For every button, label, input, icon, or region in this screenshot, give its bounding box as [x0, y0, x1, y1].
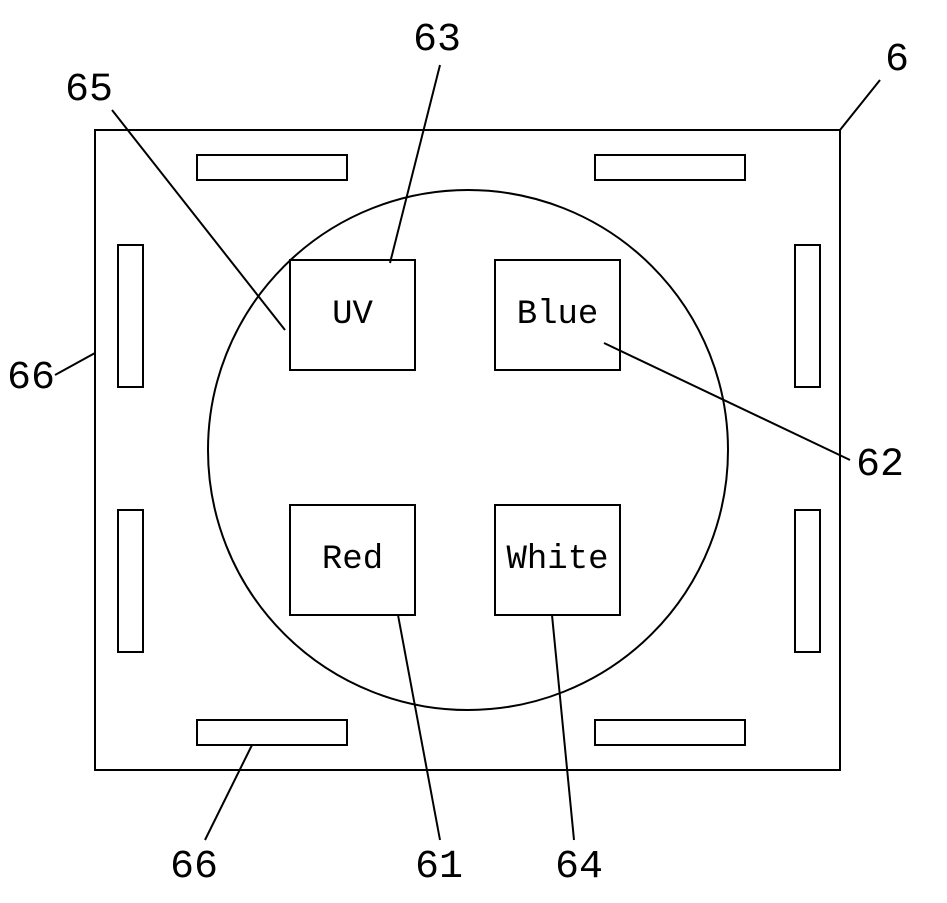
callout-label-66: 66 — [170, 845, 218, 890]
perimeter-slot — [595, 720, 745, 745]
perimeter-slot — [197, 720, 347, 745]
chip-white-label: White — [506, 541, 608, 579]
chip-blue-label: Blue — [517, 296, 599, 334]
lens-circle — [208, 190, 728, 710]
perimeter-slot — [795, 245, 820, 387]
callout-label-64: 64 — [555, 845, 603, 890]
perimeter-slot — [795, 510, 820, 652]
perimeter-slot — [197, 155, 347, 180]
chip-uv-label: UV — [332, 296, 373, 334]
callout-label-61: 61 — [415, 845, 463, 890]
callout-label-66: 66 — [7, 356, 55, 401]
perimeter-slot — [595, 155, 745, 180]
callout-line-61 — [398, 615, 440, 840]
callout-line-63 — [390, 65, 440, 263]
callout-label-63: 63 — [413, 18, 461, 63]
callout-label-6: 6 — [885, 38, 909, 83]
callout-line-66 — [55, 353, 95, 375]
callout-line-65 — [112, 110, 285, 330]
perimeter-slot — [118, 245, 143, 387]
callout-line-66 — [205, 745, 252, 840]
callout-line-64 — [552, 615, 574, 840]
chip-red-label: Red — [322, 541, 383, 579]
perimeter-slot — [118, 510, 143, 652]
callout-line-6 — [840, 80, 880, 130]
callout-label-62: 62 — [856, 443, 904, 488]
callout-label-65: 65 — [65, 68, 113, 113]
